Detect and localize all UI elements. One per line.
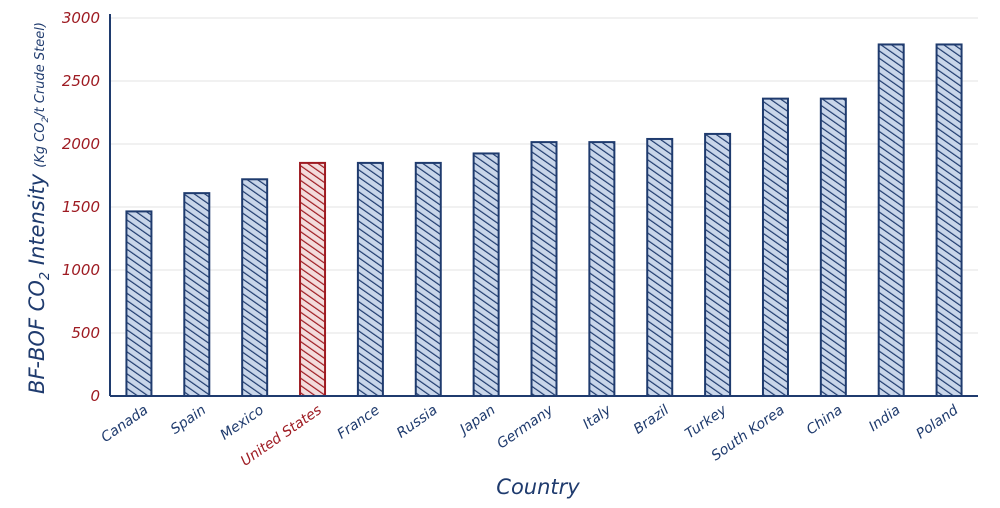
y-tick-label: 1500 [62,198,100,216]
bar-russia [414,161,442,397]
y-tick-label: 0 [90,387,100,405]
x-tick-label-poland: Poland [913,402,961,442]
y-tick-labels: 0 500 1000 1500 2000 2500 3000 [62,9,100,405]
y-tick-label: 3000 [62,9,100,27]
x-tick-label-france: France [335,402,383,442]
bar-india [877,43,905,398]
y-axis-title-unit-subscript: 2 [41,116,51,122]
y-tick-label: 500 [71,324,100,342]
bars [125,43,963,398]
bar-spain [183,192,211,397]
bar-united-states [299,161,327,397]
bar-poland [935,43,963,398]
y-axis-title-main-subscript: 2 [38,272,53,280]
x-tick-label-brazil: Brazil [631,402,672,438]
x-tick-label-italy: Italy [580,402,615,433]
bar-canada [125,210,153,397]
y-tick-label: 2000 [62,135,100,153]
bar-italy [588,141,616,397]
axes [109,14,978,397]
x-axis-title: Country [496,475,580,499]
y-axis-title-unit-close: /t Crude Steel) [33,22,48,118]
bar-china [819,97,847,397]
x-tick-label-germany: Germany [494,402,557,453]
y-tick-label: 2500 [62,72,100,90]
y-tick-label: 1000 [62,261,100,279]
x-tick-label-canada: Canada [98,402,151,446]
x-tick-label-japan: Japan [455,402,499,439]
x-tick-label-turkey: Turkey [682,402,730,442]
y-axis-title-main: BF-BOF CO [25,280,49,394]
bar-brazil [646,137,674,398]
bar-south-korea [761,97,789,397]
y-axis-title-main-after: Intensity [25,173,49,272]
bar-turkey [704,132,732,397]
bar-mexico [241,178,269,397]
x-tick-label-mexico: Mexico [218,402,267,443]
x-tick-label-china: China [804,402,846,438]
y-axis-title: BF-BOF CO2 Intensity(Kg CO2/t Crude Stee… [25,22,53,394]
x-tick-label-india: India [866,402,903,435]
y-axis-title-unit-open: (Kg CO [33,122,48,167]
bar-germany [530,141,558,397]
x-tick-label-russia: Russia [394,402,441,441]
bar-france [356,161,384,397]
x-tick-label-spain: Spain [168,402,209,438]
bar-japan [472,152,500,397]
